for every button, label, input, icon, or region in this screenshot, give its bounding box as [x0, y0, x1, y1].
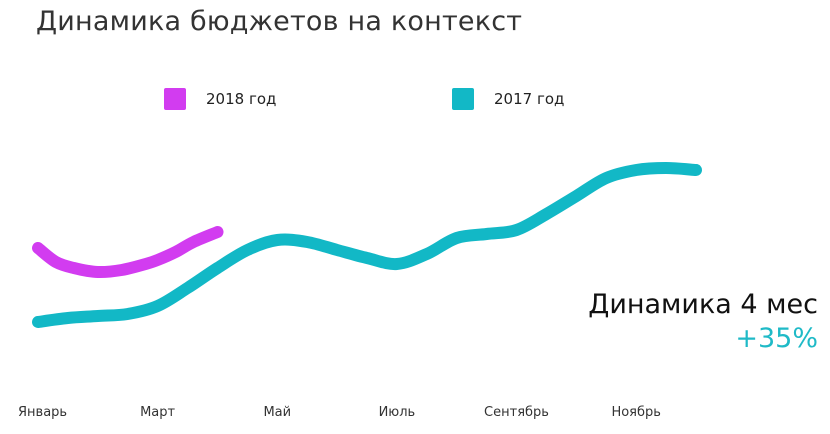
series-line-2018 [32, 226, 224, 279]
x-tick-label: Ноябрь [611, 405, 660, 420]
x-tick-label: Сентябрь [484, 405, 549, 420]
growth-annotation-value: +35% [735, 323, 818, 354]
growth-annotation: Динамика 4 мес +35% [588, 288, 818, 356]
x-tick-label: Май [263, 405, 291, 420]
legend-swatch-2018 [164, 88, 186, 110]
legend-item-2018: 2018 год [164, 88, 276, 110]
growth-annotation-label: Динамика 4 мес [588, 289, 818, 320]
legend-item-2017: 2017 год [452, 88, 564, 110]
x-tick-label: Январь [18, 405, 67, 420]
series-layer [32, 162, 702, 328]
x-tick-label: Март [140, 405, 175, 420]
legend-label-2017: 2017 год [494, 90, 565, 108]
legend-label-2018: 2018 год [206, 90, 277, 108]
chart-title: Динамика бюджетов на контекст [36, 6, 523, 37]
series-line-2017 [32, 162, 702, 328]
legend-swatch-2017 [452, 88, 474, 110]
x-axis-ticks: Январь Март Май Июль Сентябрь Ноябрь [18, 405, 661, 420]
x-tick-label: Июль [379, 405, 416, 420]
